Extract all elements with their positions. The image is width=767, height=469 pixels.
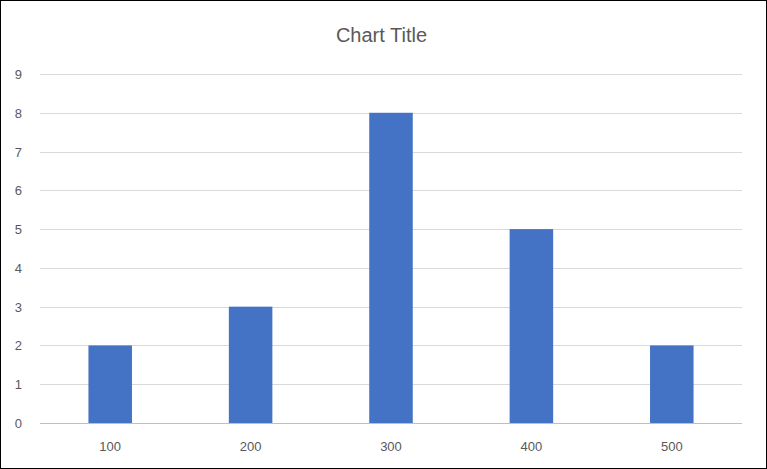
bar <box>229 307 273 423</box>
x-tick-label: 400 <box>521 439 543 454</box>
grid-line <box>40 74 742 75</box>
bars <box>88 113 693 423</box>
y-tick-label: 5 <box>15 222 22 237</box>
y-tick-label: 7 <box>15 145 22 160</box>
y-tick-label: 0 <box>15 416 22 431</box>
x-tick-label: 500 <box>661 439 683 454</box>
x-axis-line <box>40 423 742 424</box>
bar <box>650 345 694 423</box>
chart-title: Chart Title <box>336 24 427 46</box>
grid <box>40 75 742 424</box>
x-tick-label: 100 <box>99 439 121 454</box>
y-tick-label: 4 <box>15 261 22 276</box>
chart-svg: Chart Title 0 1 2 3 4 5 6 7 8 9 100 200 300 400 500 <box>0 0 767 469</box>
bar <box>88 345 132 423</box>
y-tick-label: 1 <box>15 377 22 392</box>
y-tick-label: 3 <box>15 300 22 315</box>
y-tick-label: 8 <box>15 106 22 121</box>
chart-frame <box>1 1 767 469</box>
y-tick-label: 6 <box>15 183 22 198</box>
chart-container: Chart Title 0 1 2 3 4 5 6 7 8 9 100 200 300 400 500 <box>0 0 767 469</box>
bar <box>510 229 554 423</box>
bar <box>369 113 413 423</box>
grid-line <box>40 423 742 424</box>
x-tick-label: 200 <box>240 439 262 454</box>
y-tick-label: 2 <box>15 338 22 353</box>
y-tick-label: 9 <box>15 67 22 82</box>
x-tick-label: 300 <box>380 439 402 454</box>
